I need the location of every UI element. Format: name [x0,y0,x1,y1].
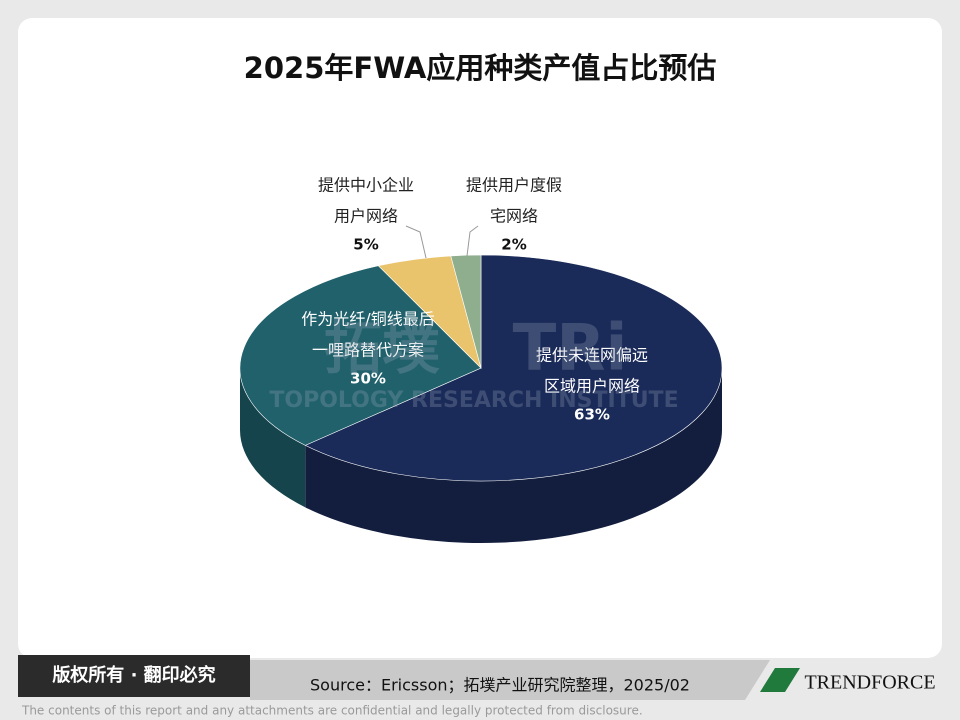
slice-label: 作为光纤/铜线最后 [301,310,434,329]
slice-label: 一哩路替代方案 [312,341,424,360]
copyright-bar [18,655,250,697]
watermark-logo: 拓墣 [324,314,440,382]
slice-label: 区域用户网络 [544,377,640,396]
leader-line [466,225,479,257]
value-label: 63% [574,406,610,424]
slice-label: 宅网络 [490,207,538,226]
slice [239,265,482,446]
brand-icon [760,668,800,692]
slice-side [240,368,306,508]
brand: TRENDFORCE [804,672,935,694]
watermark-mark: TRi [513,312,628,386]
slice-label: 提供未连网偏远 [536,346,648,365]
disclaimer: The contents of this report and any atta… [21,704,643,718]
leader-line [405,225,427,259]
source: Source：Ericsson；拓墣产业研究院整理，2025/02 [310,676,690,695]
value-label: 2% [501,236,526,254]
value-label: 5% [353,236,378,254]
watermark: 拓墣 TRi TOPOLOGY RESEARCH INSTITUTE [269,312,678,413]
slice-label: 提供中小企业 [318,176,414,195]
slice-label: 用户网络 [334,207,398,226]
value-label: 30% [350,370,386,388]
watermark-name: TOPOLOGY RESEARCH INSTITUTE [269,388,678,413]
slice [450,254,482,369]
slice-label: 提供用户度假 [466,176,562,195]
source-bar [250,660,770,700]
slice [304,254,723,482]
copyright: 版权所有 · 翻印必究 [52,664,215,686]
slice-side [305,368,722,543]
chart-title: 2025年FWA应用种类产值占比预估 [244,51,717,85]
